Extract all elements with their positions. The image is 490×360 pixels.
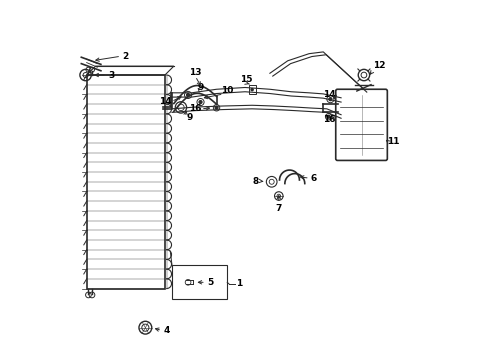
Circle shape: [187, 94, 190, 96]
Text: 7: 7: [275, 204, 282, 213]
Circle shape: [251, 89, 253, 91]
Text: 13: 13: [189, 68, 201, 77]
Text: 9: 9: [186, 113, 193, 122]
Circle shape: [329, 98, 332, 100]
Circle shape: [215, 106, 218, 109]
Text: 11: 11: [387, 137, 400, 146]
Text: 3: 3: [108, 71, 114, 80]
Text: 16: 16: [189, 104, 201, 113]
Text: 12: 12: [373, 61, 385, 70]
Bar: [172, 265, 227, 299]
Text: 14: 14: [323, 90, 336, 99]
Text: 14: 14: [159, 97, 172, 106]
Text: 8: 8: [253, 176, 259, 185]
Text: 1: 1: [236, 279, 243, 288]
Text: 16: 16: [323, 115, 336, 124]
Text: 6: 6: [311, 174, 317, 183]
Text: 2: 2: [122, 52, 128, 61]
Circle shape: [199, 101, 202, 103]
Bar: [248, 85, 256, 94]
Circle shape: [327, 115, 330, 118]
Text: 15: 15: [241, 75, 253, 84]
Text: 4: 4: [163, 326, 170, 335]
Text: 10: 10: [221, 86, 233, 95]
Text: 5: 5: [207, 278, 213, 287]
Text: 9: 9: [197, 83, 204, 92]
